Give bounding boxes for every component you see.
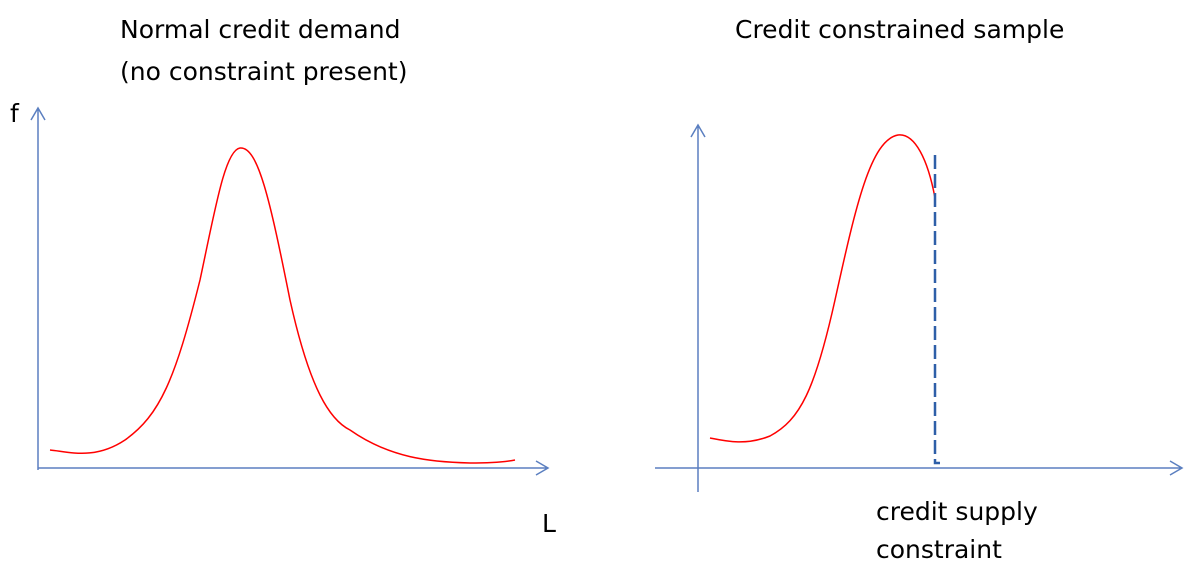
x-axis [655, 460, 1184, 476]
annotation: credit supply [876, 497, 1038, 526]
y-axis [690, 123, 706, 492]
annotation: constraint [876, 535, 1002, 564]
left-title: Normal credit demand [120, 15, 400, 44]
demand-curve [49, 147, 516, 464]
y-axis-label: f [10, 99, 20, 128]
constrained-curve [709, 134, 936, 443]
left-title: (no constraint present) [120, 57, 407, 86]
x-axis-label: L [542, 509, 556, 538]
x-axis [38, 460, 550, 476]
y-axis [30, 106, 46, 470]
constraint-line [933, 155, 940, 465]
right-title: Credit constrained sample [735, 15, 1064, 44]
